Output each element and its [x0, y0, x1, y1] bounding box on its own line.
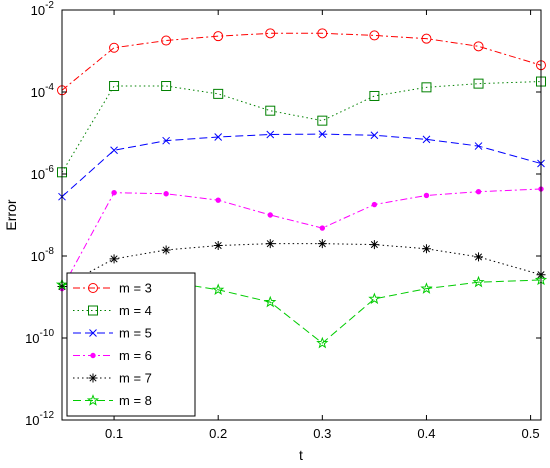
- data-point: [267, 212, 273, 218]
- data-point: [475, 189, 482, 195]
- data-point: [422, 135, 431, 144]
- y-tick-label: 10-12: [25, 410, 54, 428]
- series-line: [61, 133, 542, 198]
- legend-label: m = 6: [119, 348, 152, 363]
- plot-frame: [61, 9, 542, 421]
- data-point: [369, 30, 380, 41]
- series-layer: [55, 28, 548, 349]
- data-point: [109, 42, 120, 53]
- data-point: [215, 197, 221, 203]
- legend-marker: [90, 352, 96, 359]
- series-line: [61, 188, 542, 289]
- data-point: [318, 130, 327, 138]
- x-axis-label: t: [299, 447, 303, 463]
- data-point: [370, 131, 379, 140]
- data-point: [473, 41, 484, 52]
- x-tick-label: 0.2: [209, 426, 227, 441]
- series-6-group: [59, 186, 544, 292]
- data-point: [212, 283, 225, 295]
- data-point: [317, 115, 328, 126]
- data-point: [265, 239, 275, 249]
- legend-marker: [89, 329, 97, 337]
- data-point: [161, 35, 172, 46]
- data-point: [316, 336, 329, 349]
- series-line: [61, 32, 542, 91]
- legend-item: m = 7: [73, 371, 152, 386]
- data-point: [371, 201, 378, 208]
- data-point: [109, 81, 120, 92]
- legend-item: m = 4: [73, 303, 152, 318]
- ticks-layer: 0.1 0.2 0.3 0.4 0.5 10-12 10-10 10-8 10-6 10-4 10-…: [25, 0, 541, 441]
- legend-item: m = 3: [73, 281, 152, 296]
- legend-marker: [88, 373, 98, 383]
- data-point: [161, 245, 171, 255]
- data-point: [213, 241, 223, 251]
- data-point: [265, 28, 276, 39]
- data-point: [317, 239, 327, 249]
- data-point: [161, 81, 172, 92]
- y-tick-label: 10-10: [25, 328, 54, 346]
- data-point: [369, 240, 379, 250]
- legend-label: m = 4: [119, 303, 152, 318]
- legend-item: m = 5: [73, 326, 152, 341]
- data-point: [317, 28, 328, 39]
- data-point: [319, 225, 326, 231]
- y-tick-label: 10-2: [31, 0, 55, 18]
- data-point: [109, 254, 119, 264]
- data-point: [369, 90, 380, 101]
- y-tick-label: 10-4: [31, 82, 55, 100]
- legend-item: m = 8: [73, 393, 152, 408]
- data-point: [472, 275, 485, 288]
- legend-marker: [86, 394, 100, 406]
- data-point: [421, 244, 431, 254]
- data-point: [421, 82, 432, 93]
- legend-label: m = 5: [119, 326, 152, 341]
- data-point: [111, 189, 117, 196]
- x-tick-label: 0.4: [417, 426, 435, 441]
- data-point: [162, 136, 170, 145]
- y-tick-label: 10-8: [31, 246, 55, 264]
- y-axis-label: Error: [3, 199, 19, 230]
- series-line: [61, 81, 542, 173]
- data-point: [110, 146, 118, 155]
- data-point: [266, 130, 275, 139]
- legend: m = 3 m = 4 m = 5 m = 6 m = 7 m = 8: [66, 272, 196, 417]
- data-point: [474, 252, 484, 262]
- data-point: [420, 282, 433, 294]
- legend-label: m = 7: [119, 371, 152, 386]
- legend-item: m = 6: [73, 348, 152, 363]
- data-point: [474, 142, 483, 150]
- legend-box: [66, 272, 196, 417]
- x-tick-label: 0.3: [313, 426, 331, 441]
- data-point: [368, 292, 381, 305]
- data-point: [421, 33, 432, 44]
- legend-label: m = 3: [119, 281, 152, 296]
- y-tick-label: 10-6: [31, 164, 55, 182]
- legend-marker: [88, 305, 98, 316]
- data-point: [214, 133, 223, 141]
- x-tick-label: 0.5: [522, 426, 540, 441]
- x-tick-label: 0.1: [105, 426, 123, 441]
- data-point: [423, 192, 430, 199]
- data-point: [213, 31, 224, 42]
- data-point: [473, 78, 484, 89]
- data-point: [163, 191, 169, 197]
- data-point: [213, 88, 224, 99]
- data-point: [264, 295, 277, 308]
- data-point: [265, 105, 276, 116]
- legend-label: m = 8: [119, 393, 152, 408]
- legend-marker: [88, 283, 98, 293]
